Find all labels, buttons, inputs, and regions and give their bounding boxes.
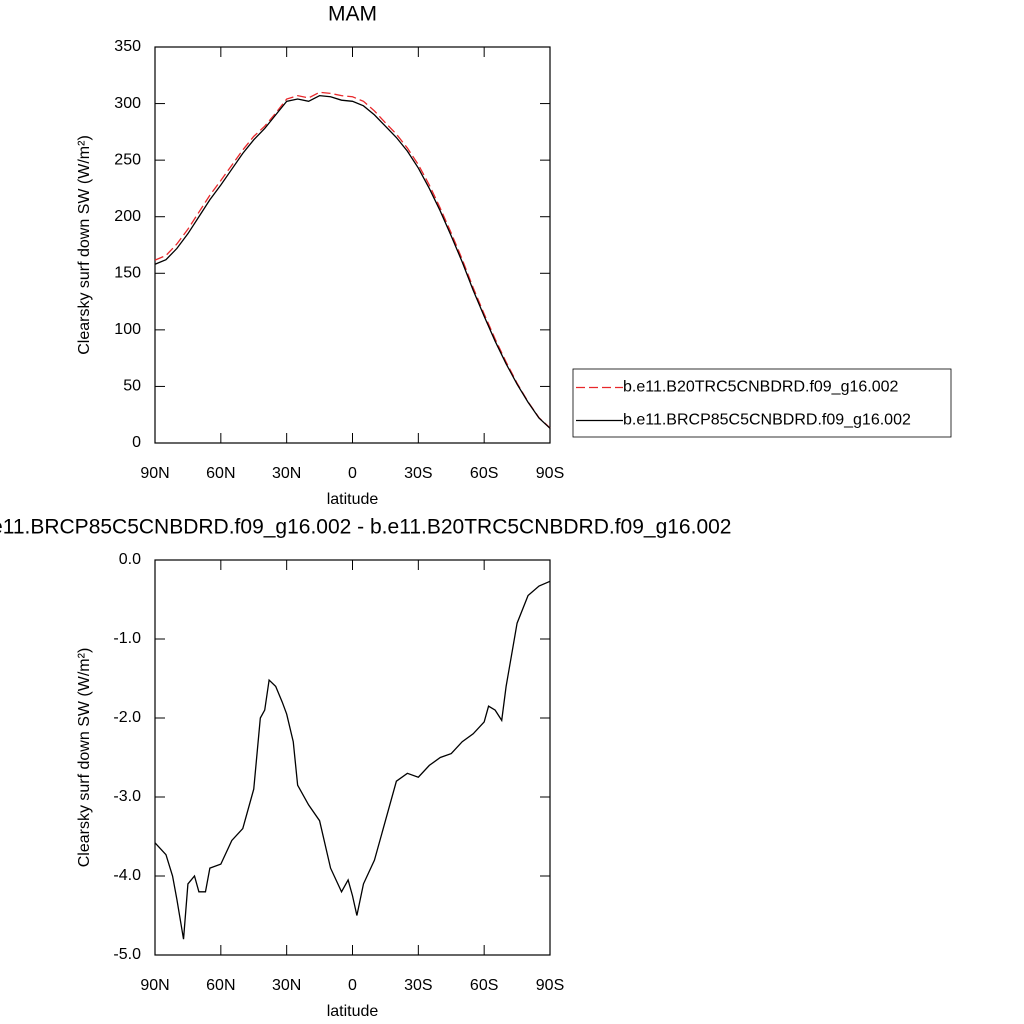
x-tick-label: 90S: [536, 977, 564, 994]
x-tick-label: 90S: [536, 465, 564, 482]
x-tick-label: 0: [348, 977, 357, 994]
y-tick-label: 100: [114, 321, 141, 338]
chart-title: MAM: [328, 3, 377, 26]
data-line: [154, 580, 551, 940]
y-axis-label: Clearsky surf down SW (W/m²): [76, 135, 93, 355]
y-tick-label: 150: [114, 265, 141, 282]
x-tick-label: 90N: [140, 465, 169, 482]
x-axis-label: latitude: [327, 1003, 379, 1020]
data-line: [154, 94, 551, 429]
chart-title: b.e11.BRCP85C5CNBDRD.f09_g16.002 - b.e11…: [0, 516, 731, 539]
y-tick-label: 250: [114, 151, 141, 168]
x-tick-label: 60N: [206, 465, 235, 482]
y-tick-label: 300: [114, 95, 141, 112]
x-tick-label: 0: [348, 465, 357, 482]
legend-label: b.e11.B20TRC5CNBDRD.f09_g16.002: [623, 379, 899, 396]
y-tick-label: 200: [114, 208, 141, 225]
x-tick-label: 60S: [470, 977, 498, 994]
y-tick-label: 350: [114, 38, 141, 55]
y-tick-label: -5.0: [113, 946, 141, 963]
y-tick-label: 0.0: [119, 551, 141, 568]
y-axis-label: Clearsky surf down SW (W/m²): [76, 648, 93, 868]
x-tick-label: 30N: [272, 977, 301, 994]
x-tick-label: 90N: [140, 977, 169, 994]
y-tick-label: -4.0: [113, 867, 141, 884]
x-tick-label: 60N: [206, 977, 235, 994]
x-tick-label: 30S: [404, 977, 432, 994]
plot-frame: [154, 46, 551, 444]
x-tick-label: 30N: [272, 465, 301, 482]
legend-label: b.e11.BRCP85C5CNBDRD.f09_g16.002: [623, 412, 911, 429]
y-tick-label: -1.0: [113, 630, 141, 647]
y-tick-label: 0: [132, 434, 141, 451]
data-line: [154, 91, 551, 429]
y-tick-label: -3.0: [113, 788, 141, 805]
legend-box: [572, 368, 952, 438]
x-tick-label: 30S: [404, 465, 432, 482]
y-tick-label: 50: [123, 378, 141, 395]
x-tick-label: 60S: [470, 465, 498, 482]
x-axis-label: latitude: [327, 491, 379, 508]
y-tick-label: -2.0: [113, 709, 141, 726]
